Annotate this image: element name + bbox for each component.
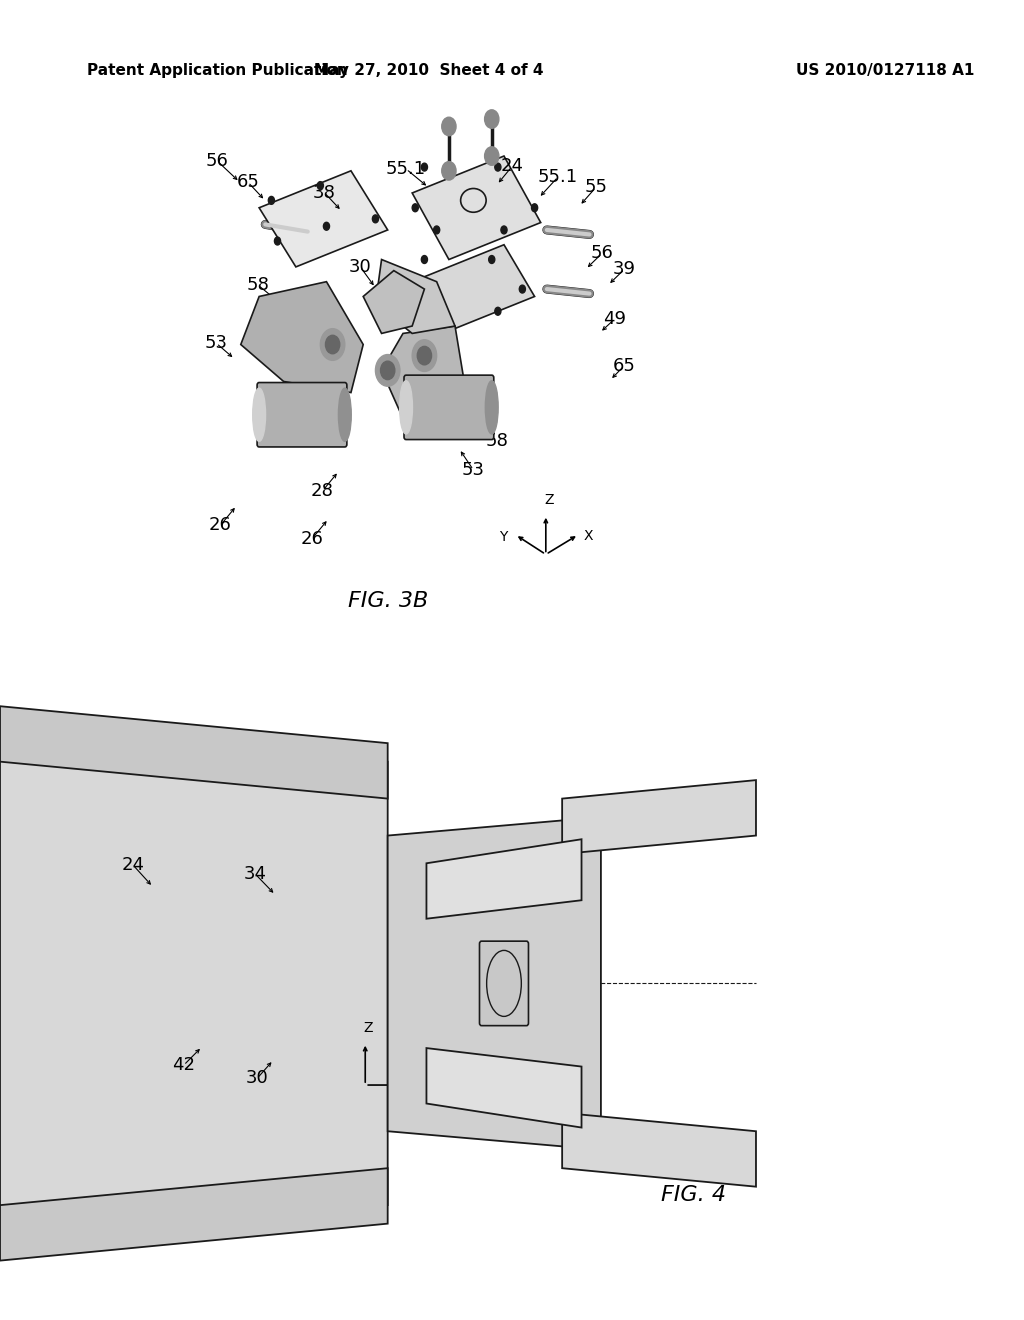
Text: May 27, 2010  Sheet 4 of 4: May 27, 2010 Sheet 4 of 4 (313, 63, 544, 78)
Circle shape (441, 161, 456, 180)
Circle shape (433, 226, 439, 234)
Text: 49: 49 (542, 954, 564, 973)
Circle shape (421, 256, 427, 264)
Text: 47: 47 (415, 418, 438, 437)
Circle shape (495, 164, 501, 172)
Polygon shape (388, 817, 601, 1150)
Text: 24: 24 (121, 855, 144, 874)
Polygon shape (382, 326, 464, 429)
FancyBboxPatch shape (479, 941, 528, 1026)
Text: US 2010/0127118 A1: US 2010/0127118 A1 (796, 63, 974, 78)
Text: 58: 58 (485, 432, 508, 450)
Polygon shape (0, 725, 388, 1242)
Text: 38: 38 (313, 183, 336, 202)
Circle shape (519, 285, 525, 293)
Text: Patent Application Publication: Patent Application Publication (87, 63, 347, 78)
Polygon shape (376, 260, 455, 334)
Circle shape (421, 164, 427, 172)
Circle shape (501, 226, 507, 234)
Polygon shape (562, 780, 756, 854)
Ellipse shape (399, 380, 413, 434)
Text: 58: 58 (247, 276, 269, 294)
Text: 56: 56 (206, 152, 228, 170)
Polygon shape (259, 170, 388, 267)
Text: 65: 65 (613, 356, 636, 375)
Circle shape (484, 147, 499, 165)
Circle shape (531, 203, 538, 211)
Polygon shape (364, 271, 424, 334)
Text: 26: 26 (209, 516, 231, 535)
Ellipse shape (485, 380, 498, 434)
Text: 53: 53 (205, 334, 227, 352)
Circle shape (413, 293, 418, 301)
FancyBboxPatch shape (257, 383, 347, 447)
Text: 55.1: 55.1 (386, 160, 426, 178)
Text: 42: 42 (172, 1056, 196, 1074)
Circle shape (376, 355, 400, 387)
Text: 51: 51 (437, 1056, 461, 1074)
Polygon shape (562, 1113, 756, 1187)
Polygon shape (413, 244, 535, 334)
Circle shape (274, 238, 281, 246)
Ellipse shape (253, 388, 265, 441)
Text: 55: 55 (560, 878, 583, 896)
Text: 26: 26 (301, 529, 324, 548)
Text: FIG. 4: FIG. 4 (662, 1184, 726, 1205)
Ellipse shape (338, 388, 351, 441)
Polygon shape (241, 281, 364, 392)
Polygon shape (426, 1048, 582, 1127)
Text: 53: 53 (462, 461, 485, 479)
Text: 34: 34 (244, 865, 266, 883)
Circle shape (488, 256, 495, 264)
Circle shape (413, 203, 418, 211)
Circle shape (324, 222, 330, 230)
Text: Z: Z (544, 492, 554, 507)
Text: Y: Y (499, 531, 507, 544)
Text: X: X (414, 1080, 423, 1093)
Text: 30: 30 (349, 257, 372, 276)
Polygon shape (0, 706, 388, 799)
Text: X: X (584, 529, 593, 543)
Circle shape (381, 362, 395, 380)
Circle shape (484, 110, 499, 128)
Text: 56: 56 (591, 244, 613, 263)
Circle shape (433, 308, 439, 315)
Text: 39: 39 (613, 260, 636, 279)
Circle shape (441, 117, 456, 136)
FancyBboxPatch shape (404, 375, 494, 440)
Text: Z: Z (364, 1020, 373, 1035)
Text: 65: 65 (237, 173, 259, 191)
Circle shape (317, 182, 324, 190)
Text: FIG. 3B: FIG. 3B (347, 590, 428, 611)
Circle shape (495, 308, 501, 315)
Text: 28: 28 (311, 482, 334, 500)
Circle shape (417, 346, 431, 364)
Circle shape (373, 215, 379, 223)
Text: 49: 49 (603, 310, 626, 329)
Text: 55: 55 (585, 178, 607, 197)
Circle shape (413, 339, 436, 371)
Polygon shape (0, 1168, 388, 1261)
Text: 55.1: 55.1 (538, 168, 579, 186)
Polygon shape (426, 840, 582, 919)
Circle shape (268, 197, 274, 205)
Text: 30: 30 (246, 1069, 268, 1088)
Polygon shape (413, 156, 541, 260)
Text: 24: 24 (501, 157, 523, 176)
Circle shape (321, 329, 345, 360)
Circle shape (326, 335, 340, 354)
